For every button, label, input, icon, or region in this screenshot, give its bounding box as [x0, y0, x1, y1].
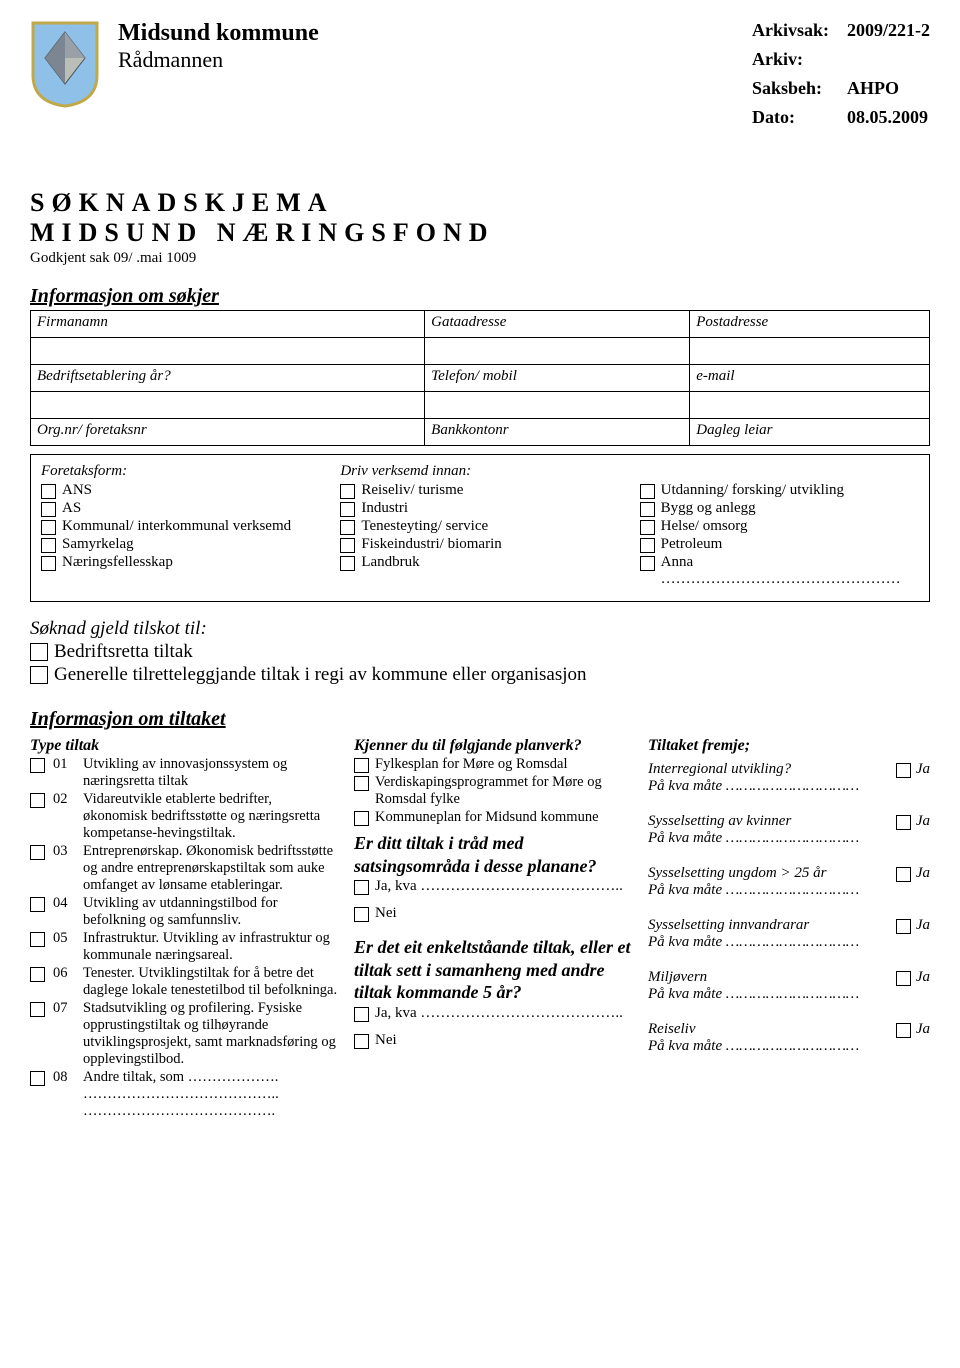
arkivsak-value: 2009/221-2 [847, 20, 930, 41]
tiltak-columns: Type tiltak 01Utvikling av innovasjonssy… [30, 737, 930, 1121]
cell-gataadresse[interactable]: Gataadresse [425, 311, 690, 338]
checkbox-anna[interactable] [640, 556, 655, 571]
checkbox-q1-ja[interactable] [354, 880, 369, 895]
checkbox-promo-miljo[interactable] [896, 971, 911, 986]
foretaksform-col: Foretaksform: ANS AS Kommunal/ interkomm… [41, 463, 320, 589]
question-enkelt: Er det eit enkeltståande tiltak, eller e… [354, 936, 634, 1004]
approved-line: Godkjent sak 09/ .mai 1009 [30, 250, 930, 267]
dato-label: Dato: [752, 107, 829, 128]
checkbox-t06[interactable] [30, 967, 45, 982]
opt-bedriftsretta: Bedriftsretta tiltak [54, 641, 193, 663]
applicant-table: Firmanamn Gataadresse Postadresse Bedrif… [30, 310, 930, 446]
checkbox-promo-ungdom[interactable] [896, 867, 911, 882]
checkbox-tenesteyting[interactable] [340, 520, 355, 535]
type-tiltak-head: Type tiltak [30, 737, 340, 755]
form-title-1: SØKNADSKJEMA [30, 188, 930, 218]
checkbox-t01[interactable] [30, 758, 45, 773]
checkbox-generelle[interactable] [30, 666, 48, 684]
cell-etablering[interactable]: Bedriftsetablering år? [31, 365, 425, 392]
page-header: Midsund kommune Rådmannen Arkivsak: 2009… [30, 20, 930, 128]
saksbeh-label: Saksbeh: [752, 78, 829, 99]
type-tiltak-col: Type tiltak 01Utvikling av innovasjonssy… [30, 737, 340, 1121]
checkbox-helse[interactable] [640, 520, 655, 535]
checkbox-plan-fylkesplan[interactable] [354, 758, 369, 773]
verksemd-col-2: Utdanning/ forsking/ utvikling Bygg og a… [640, 463, 919, 589]
checkbox-plan-verdiskaping[interactable] [354, 776, 369, 791]
verksemd-head: Driv verksemd innan: [340, 463, 619, 480]
checkbox-plan-kommuneplan[interactable] [354, 811, 369, 826]
company-activity-box: Foretaksform: ANS AS Kommunal/ interkomm… [30, 454, 930, 602]
checkbox-ans[interactable] [41, 484, 56, 499]
plan-head: Kjenner du til følgjande planverk? [354, 737, 634, 755]
checkbox-reiseliv[interactable] [340, 484, 355, 499]
checkbox-t05[interactable] [30, 932, 45, 947]
promo-ungdom-how: På kva måte ………………………… [648, 882, 930, 899]
checkbox-bygg[interactable] [640, 502, 655, 517]
checkbox-t02[interactable] [30, 793, 45, 808]
coat-of-arms [30, 20, 100, 113]
checkbox-t08[interactable] [30, 1071, 45, 1086]
checkbox-naeringsfellesskap[interactable] [41, 556, 56, 571]
cell-telefon[interactable]: Telefon/ mobil [425, 365, 690, 392]
cell-postadresse[interactable]: Postadresse [690, 311, 930, 338]
verksemd-spacer [640, 463, 919, 480]
checkbox-fiskeindustri[interactable] [340, 538, 355, 553]
promo-innvandrar: Sysselsetting innvandrarar [648, 917, 896, 934]
cell-orgnr[interactable]: Org.nr/ foretaksnr [31, 419, 425, 446]
checkbox-t03[interactable] [30, 845, 45, 860]
dato-value: 08.05.2009 [847, 107, 930, 128]
question-trad: Er ditt tiltak i tråd med satsingsområda… [354, 832, 634, 877]
org-name-block: Midsund kommune Rådmannen [118, 20, 734, 73]
promo-interregional-how: På kva måte ………………………… [648, 778, 930, 795]
applicant-heading: Informasjon om søkjer [30, 285, 930, 308]
form-title-2: MIDSUND NÆRINGSFOND [30, 218, 930, 248]
checkbox-promo-interregional[interactable] [896, 763, 911, 778]
soknad-gjeld-head: Søknad gjeld tilskot til: [30, 618, 930, 640]
arkiv-label: Arkiv: [752, 49, 829, 70]
promo-reiseliv: Reiseliv [648, 1021, 896, 1038]
checkbox-landbruk[interactable] [340, 556, 355, 571]
promo-interregional: Interregional utvikling? [648, 761, 896, 778]
org-subtitle: Rådmannen [118, 47, 734, 73]
cell-firmanamn[interactable]: Firmanamn [31, 311, 425, 338]
checkbox-t07[interactable] [30, 1002, 45, 1017]
checkbox-t04[interactable] [30, 897, 45, 912]
checkbox-petroleum[interactable] [640, 538, 655, 553]
cell-bank[interactable]: Bankkontonr [425, 419, 690, 446]
promote-col: Tiltaket fremje; Interregional utvikling… [648, 737, 930, 1121]
checkbox-kommunal[interactable] [41, 520, 56, 535]
checkbox-q1-nei[interactable] [354, 907, 369, 922]
soknad-gjeld: Søknad gjeld tilskot til: Bedriftsretta … [30, 618, 930, 686]
arkivsak-label: Arkivsak: [752, 20, 829, 41]
promo-kvinner-how: På kva måte ………………………… [648, 830, 930, 847]
checkbox-q2-nei[interactable] [354, 1034, 369, 1049]
arkiv-value [847, 49, 930, 70]
checkbox-samyrkelag[interactable] [41, 538, 56, 553]
promo-innvandrar-how: På kva måte ………………………… [648, 934, 930, 951]
plan-col: Kjenner du til følgjande planverk? Fylke… [354, 737, 634, 1121]
cell-leiar[interactable]: Dagleg leiar [690, 419, 930, 446]
checkbox-promo-innvandrar[interactable] [896, 919, 911, 934]
checkbox-promo-reiseliv[interactable] [896, 1023, 911, 1038]
promote-head: Tiltaket fremje; [648, 737, 930, 755]
promo-miljo-how: På kva måte ………………………… [648, 986, 930, 1003]
verksemd-col: Driv verksemd innan: Reiseliv/ turisme I… [340, 463, 619, 589]
promo-ungdom: Sysselsetting ungdom > 25 år [648, 865, 896, 882]
saksbeh-value: AHPO [847, 78, 930, 99]
tiltak-heading: Informasjon om tiltaket [30, 708, 930, 731]
case-meta: Arkivsak: 2009/221-2 Arkiv: Saksbeh: AHP… [752, 20, 930, 128]
opt-generelle: Generelle tilretteleggjande tiltak i reg… [54, 664, 587, 686]
foretaksform-head: Foretaksform: [41, 463, 320, 480]
promo-miljo: Miljøvern [648, 969, 896, 986]
cell-email[interactable]: e-mail [690, 365, 930, 392]
checkbox-utdanning[interactable] [640, 484, 655, 499]
checkbox-as[interactable] [41, 502, 56, 517]
checkbox-q2-ja[interactable] [354, 1007, 369, 1022]
promo-kvinner: Sysselsetting av kvinner [648, 813, 896, 830]
org-name: Midsund kommune [118, 20, 734, 47]
checkbox-promo-kvinner[interactable] [896, 815, 911, 830]
checkbox-industri[interactable] [340, 502, 355, 517]
promo-reiseliv-how: På kva måte ………………………… [648, 1038, 930, 1055]
checkbox-bedriftsretta[interactable] [30, 643, 48, 661]
